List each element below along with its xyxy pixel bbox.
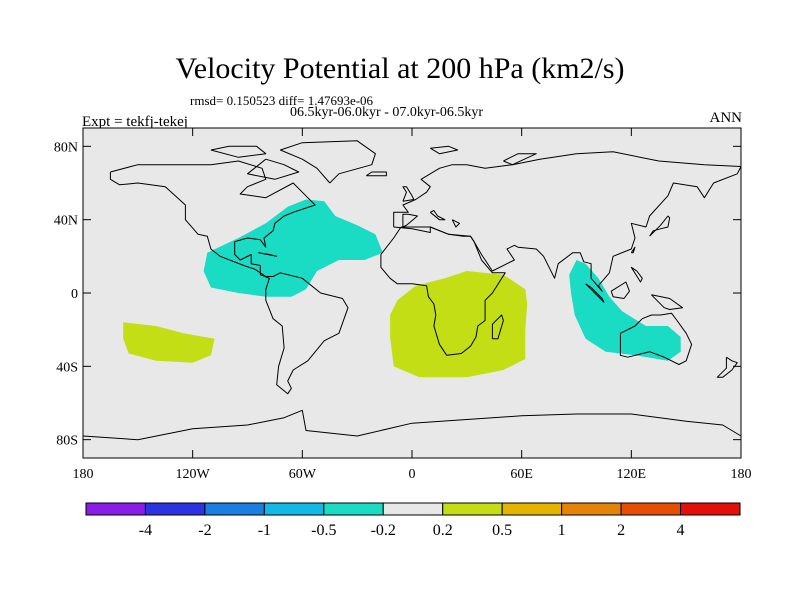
coastline-20 <box>630 266 643 283</box>
colorbar-swatch-4 <box>323 502 384 516</box>
coastline-23 <box>451 219 460 228</box>
coastline-2 <box>393 151 742 292</box>
experiment-periods: 06.5kyr-06.0kyr - 07.0kyr-06.5kyr <box>290 105 484 120</box>
coastline-13 <box>366 171 387 177</box>
colorbar-swatch-1 <box>144 502 206 516</box>
colorbar-label-2: -1 <box>258 522 271 539</box>
x-tick-label-5: 120E <box>617 467 647 482</box>
coastline-10 <box>651 294 683 310</box>
coastline-9 <box>610 281 630 299</box>
colorbar-swatch-10 <box>680 502 741 516</box>
colorbar-swatch-6 <box>442 502 503 516</box>
stats-line: rmsd= 0.150523 diff= 1.47693e-06 <box>190 93 374 108</box>
colorbar-swatch-0 <box>85 502 146 516</box>
colorbar-swatch-2 <box>204 502 265 516</box>
y-tick-label-0: 80N <box>54 140 78 155</box>
coastline-16 <box>430 145 459 155</box>
coastline-1 <box>279 140 376 184</box>
colorbar-swatch-8 <box>561 502 622 516</box>
colorbar-label-1: -2 <box>198 522 211 539</box>
colorbar-label-4: -0.2 <box>371 522 396 539</box>
coastline-8 <box>585 283 605 303</box>
coastline-19 <box>258 252 278 257</box>
coastline-0 <box>109 160 349 395</box>
x-tick-label-1: 120W <box>176 467 211 482</box>
coastline-22 <box>429 210 446 221</box>
colorbar-label-5: 0.2 <box>433 522 453 539</box>
coastline-12 <box>82 409 742 441</box>
coastline-3 <box>380 226 506 356</box>
coastline-14 <box>247 158 300 180</box>
x-tick-label-2: 60W <box>289 467 317 482</box>
coastline-6 <box>402 186 415 202</box>
colorbar-swatch-7 <box>501 502 563 516</box>
y-tick-label-3: 40S <box>56 360 78 375</box>
colorbar-label-7: 1 <box>558 522 566 539</box>
coastline-15 <box>210 145 267 158</box>
coastline-5 <box>491 314 504 340</box>
coastlines <box>82 140 742 441</box>
region-north-atlantic-negative <box>203 199 383 297</box>
coastline-18 <box>630 246 636 254</box>
axis-ticks: 180 120W 60W 0 60E 120E 180 80N 40N 0 40S 80S <box>54 128 752 482</box>
colorbar-label-6: 0.5 <box>492 522 512 539</box>
x-tick-label-6: 180 <box>731 467 752 482</box>
colorbar-swatch-3 <box>263 502 325 516</box>
colorbar-label-0: -4 <box>139 522 152 539</box>
colorbar: -4 -2 -1 -0.5 -0.2 0.2 0.5 1 2 4 <box>85 502 741 539</box>
y-tick-label-1: 40N <box>54 214 78 229</box>
colorbar-label-8: 2 <box>617 522 625 539</box>
season-label: ANN <box>709 110 743 126</box>
region-south-pacific-positive <box>123 322 215 363</box>
experiment-label: Expt = tekfj-tekej <box>82 114 188 130</box>
colorbar-label-9: 4 <box>677 522 685 539</box>
y-tick-label-2: 0 <box>71 287 78 302</box>
chart-title: Velocity Potential at 200 hPa (km2/s) <box>175 52 625 85</box>
colorbar-swatch-9 <box>620 502 682 516</box>
region-african-indian-positive <box>390 271 528 378</box>
x-tick-label-3: 0 <box>409 467 416 482</box>
x-tick-label-4: 60E <box>510 467 533 482</box>
coastline-7 <box>649 215 671 237</box>
coastline-21 <box>402 213 418 228</box>
colorbar-swatch-5 <box>382 502 444 516</box>
coastline-17 <box>503 153 537 166</box>
x-tick-label-0: 180 <box>73 467 94 482</box>
colorbar-label-3: -0.5 <box>311 522 336 539</box>
coastline-11 <box>716 356 738 378</box>
coastline-4 <box>619 312 693 365</box>
y-tick-label-4: 80S <box>56 434 78 449</box>
